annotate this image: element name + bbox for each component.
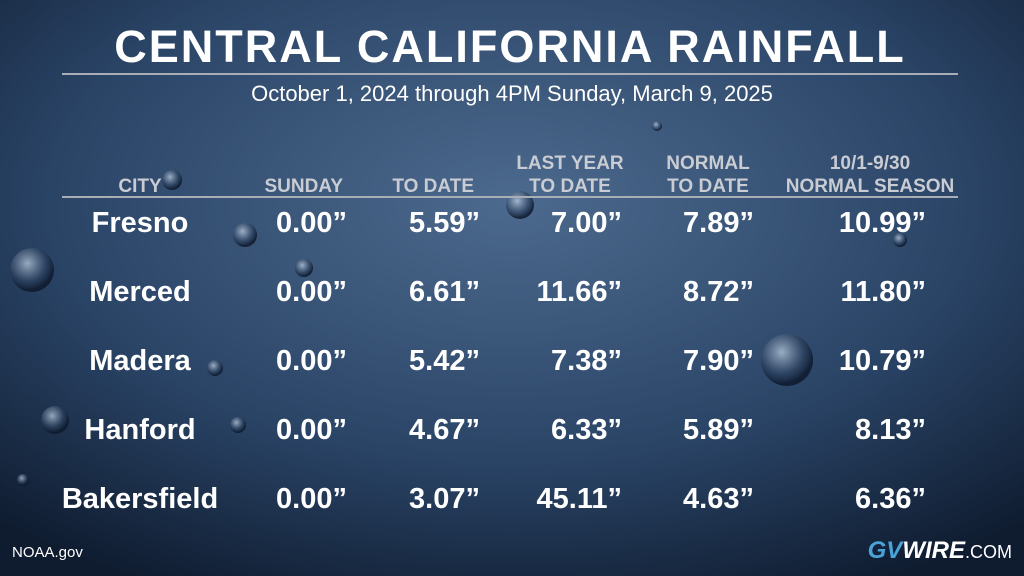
column-header: TO DATE [392,176,474,197]
city-name: Hanford [84,414,195,446]
rainfall-cell: 11.66” [537,276,622,308]
city-name: Bakersfield [62,483,218,515]
rainfall-cell: 6.36” [855,483,926,515]
rainfall-cell: 7.00” [551,207,622,239]
rainfall-cell: 10.79” [839,345,926,377]
rainfall-cell: 0.00” [276,276,347,308]
column-header: CITY [118,176,162,197]
rainfall-cell: 10.99” [839,207,926,239]
column-header: SUNDAY [265,176,344,197]
city-name: Madera [89,345,191,377]
rainfall-cell: 8.13” [855,414,926,446]
rainfall-cell: 7.90” [683,345,754,377]
column-header: TO DATE [529,176,611,197]
logo: GVWIRE.COM [868,537,1012,564]
subtitle: October 1, 2024 through 4PM Sunday, Marc… [251,81,773,106]
column-header: NORMAL [666,153,750,174]
rainfall-cell: 7.89” [683,207,754,239]
rainfall-cell: 5.59” [409,207,480,239]
column-header: 10/1-9/30 [830,153,910,174]
column-header: NORMAL SEASON [786,176,955,197]
rainfall-cell: 0.00” [276,483,347,515]
source: NOAA.gov [12,544,83,561]
rainfall-cell: 8.72” [683,276,754,308]
logo-part: GV [868,537,905,564]
city-name: Fresno [92,207,189,239]
column-header: LAST YEAR [516,153,624,174]
column-header: TO DATE [667,176,749,197]
rainfall-cell: 0.00” [276,345,347,377]
rainfall-cell: 4.63” [683,483,754,515]
rainfall-cell: 11.80” [841,276,926,308]
logo-part: WIRE [902,537,966,564]
rainfall-cell: 6.33” [551,414,622,446]
rainfall-cell: 4.67” [409,414,480,446]
rainfall-cell: 6.61” [409,276,480,308]
city-name: Merced [89,276,191,308]
title: CENTRAL CALIFORNIA RAINFALL [114,21,905,72]
logo-part: .COM [965,542,1012,562]
rainfall-cell: 3.07” [409,483,480,515]
rainfall-cell: 0.00” [276,207,347,239]
rainfall-cell: 45.11” [537,483,622,515]
rainfall-cell: 7.38” [551,345,622,377]
rainfall-cell: 5.42” [409,345,480,377]
rainfall-cell: 5.89” [683,414,754,446]
rainfall-cell: 0.00” [276,414,347,446]
